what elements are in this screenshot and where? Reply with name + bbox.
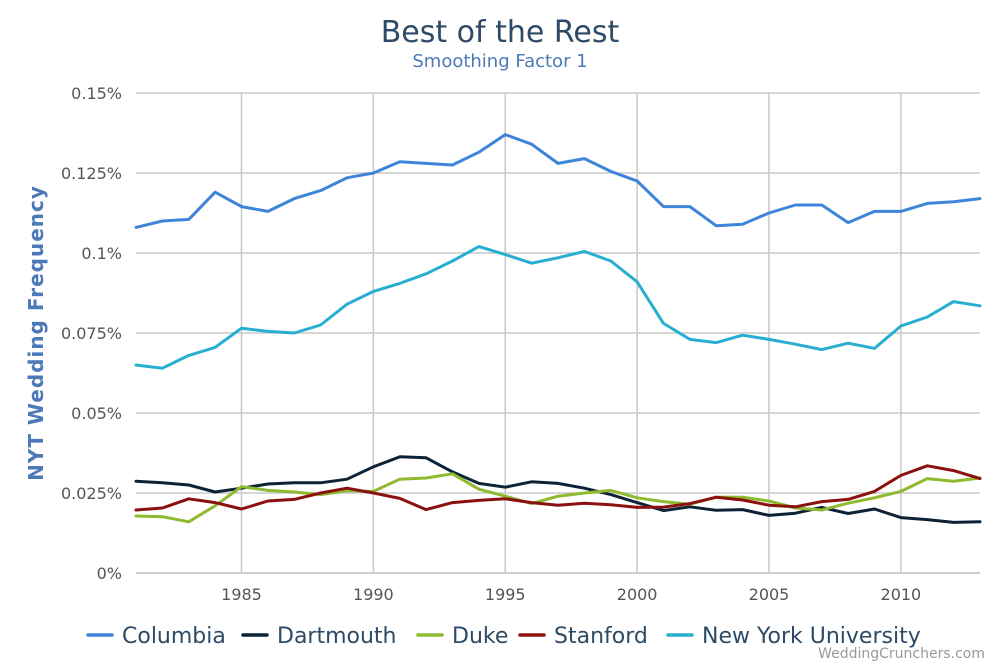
x-tick-labels: 1985 1990 1995 2000 2005 2010 <box>221 585 921 604</box>
legend-label: Dartmouth <box>277 624 397 649</box>
y-tick-label: 0.05% <box>71 404 122 423</box>
y-tick-label: 0.025% <box>61 484 122 503</box>
series-lines <box>134 133 982 524</box>
series-line-0 <box>134 133 982 229</box>
y-tick-label: 0.1% <box>81 244 122 263</box>
x-tick-label: 1995 <box>485 585 526 604</box>
x-tick-label: 2000 <box>617 585 658 604</box>
chart-subtitle: Smoothing Factor 1 <box>412 51 587 72</box>
x-tick-label: 2005 <box>749 585 790 604</box>
legend-label: New York University <box>702 624 921 649</box>
legend-label: Duke <box>452 624 508 649</box>
series-line-3 <box>134 464 982 512</box>
y-tick-labels: 0% 0.025% 0.05% 0.075% 0.1% 0.125% 0.15% <box>61 84 122 583</box>
credit-text: WeddingCrunchers.com <box>818 646 985 662</box>
series-line-4 <box>134 245 982 370</box>
x-tick-label: 2010 <box>881 585 922 604</box>
y-tick-label: 0.075% <box>61 324 122 343</box>
legend-label: Stanford <box>554 624 648 649</box>
legend: Columbia Dartmouth Duke Stanford New York Un… <box>86 624 921 649</box>
series-line-1 <box>134 455 982 524</box>
series-line-2 <box>134 472 982 524</box>
x-tick-label: 1990 <box>353 585 394 604</box>
y-tick-label: 0.15% <box>71 84 122 103</box>
y-axis-label: NYT Wedding Frequency <box>24 185 48 481</box>
y-tick-label: 0.125% <box>61 164 122 183</box>
legend-label: Columbia <box>122 624 226 649</box>
chart-title: Best of the Rest <box>381 15 620 50</box>
y-tick-label: 0% <box>97 564 122 583</box>
x-tick-label: 1985 <box>221 585 262 604</box>
